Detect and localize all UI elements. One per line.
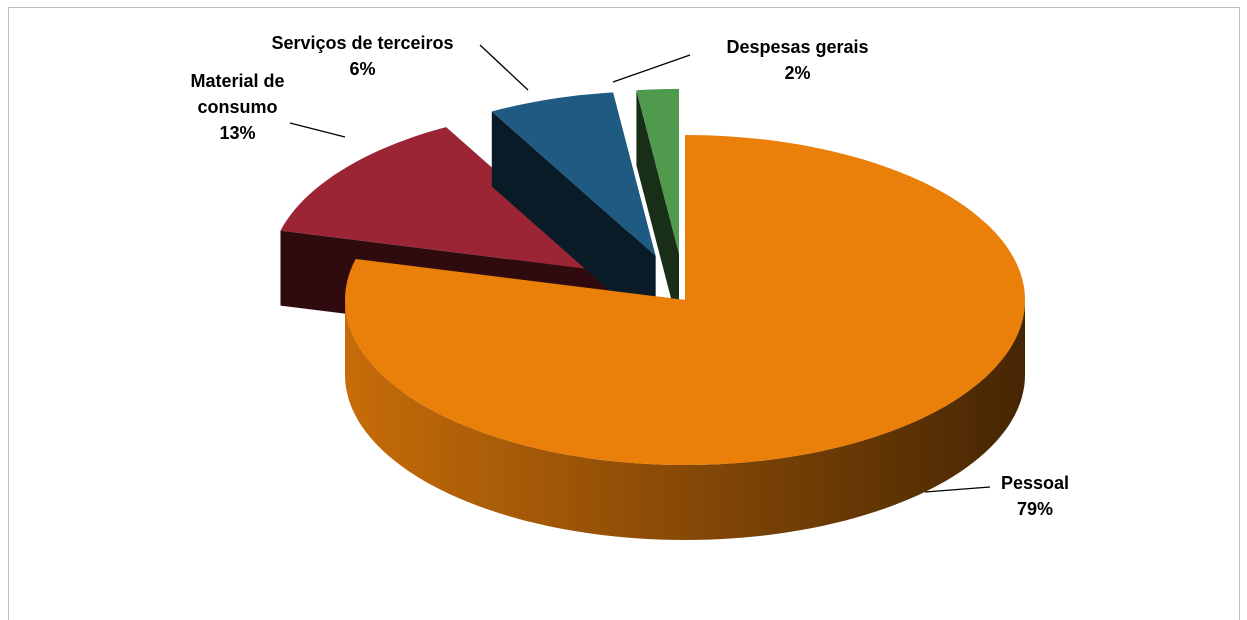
- value-label: 13%: [219, 123, 256, 143]
- category-label: Despesas gerais: [726, 37, 869, 57]
- slice-label: Pessoal 79%: [985, 470, 1085, 522]
- leader-line: [479, 44, 529, 91]
- slice-wall: [345, 300, 1025, 540]
- category-label: Serviços de terceiros: [271, 33, 454, 53]
- slice: [491, 92, 656, 332]
- slice-top: [280, 127, 610, 272]
- slice-top: [345, 135, 1025, 465]
- category-label: Pessoal: [1000, 473, 1070, 493]
- slice: [345, 135, 1025, 540]
- value-label: 2%: [784, 63, 811, 83]
- chart-frame: [8, 7, 1240, 620]
- slice-top: [636, 88, 679, 254]
- slice-label: Material de consumo 13%: [160, 68, 315, 146]
- slice-top: [491, 92, 656, 257]
- slice: [636, 88, 679, 329]
- slice-label: Despesas gerais 2%: [700, 34, 895, 86]
- value-label: 6%: [349, 59, 376, 79]
- leader-line: [924, 486, 991, 493]
- slice-side: [636, 90, 679, 329]
- slice-label: Serviços de terceiros 6%: [240, 30, 485, 82]
- value-label: 79%: [1016, 499, 1054, 519]
- category-label: Material de consumo: [190, 71, 285, 117]
- slice-side: [491, 111, 656, 332]
- leader-line: [289, 122, 346, 138]
- leader-line: [612, 54, 691, 83]
